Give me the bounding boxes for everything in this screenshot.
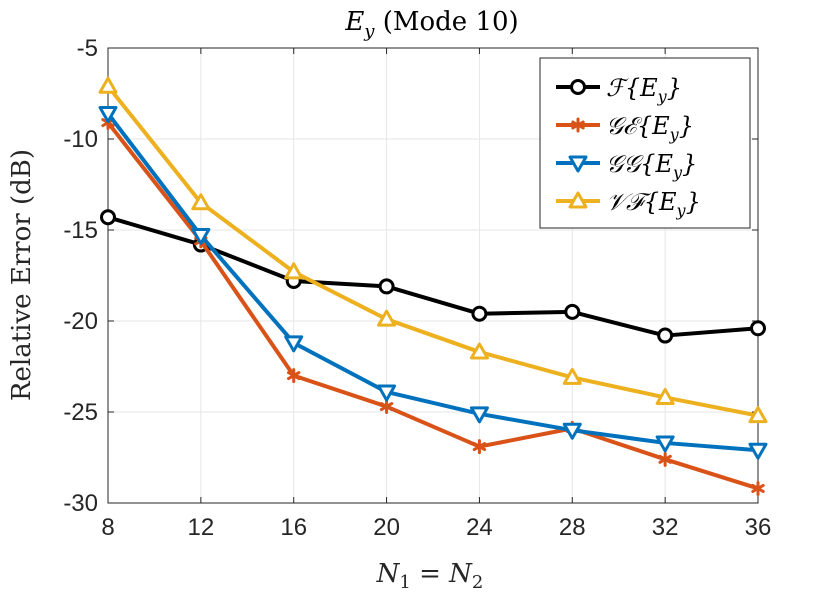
legend-entry: 𝒢𝒢{Ey} <box>556 150 697 182</box>
data-point <box>472 439 487 455</box>
legend-label: 𝒢𝒢{Ey} <box>606 150 697 182</box>
data-point <box>469 406 489 424</box>
data-point <box>191 193 211 211</box>
data-point <box>377 309 397 327</box>
y-tick-label: -15 <box>63 217 98 244</box>
legend-label: 𝒱ℱ{Ey} <box>606 188 701 220</box>
y-tick-label: -5 <box>77 35 98 62</box>
data-point <box>98 76 118 94</box>
xlabel-eq: = <box>411 559 449 589</box>
data-point <box>655 435 675 453</box>
xlabel-a: N <box>376 559 401 589</box>
title-main: E <box>344 7 364 37</box>
y-tick-label: -10 <box>63 126 98 153</box>
legend-marker <box>568 155 588 173</box>
data-point <box>750 320 766 337</box>
legend-label: 𝒢ℰ{Ey} <box>606 112 694 144</box>
x-tick-label: 28 <box>559 514 586 541</box>
chart-title: Ey (Mode 10) <box>344 7 518 42</box>
legend: ℱ{Ey} 𝒢ℰ{Ey} 𝒢𝒢{Ey} 𝒱ℱ{Ey} <box>539 57 751 229</box>
y-tick-label: -20 <box>63 308 98 335</box>
plot-frame <box>107 47 759 504</box>
data-point <box>287 368 301 384</box>
legend-marker <box>571 117 585 133</box>
y-axis-label: Relative Error (dB) <box>7 149 37 401</box>
data-point <box>655 387 675 405</box>
data-point <box>562 422 582 440</box>
data-point <box>564 303 581 320</box>
x-tick-label: 8 <box>101 514 114 541</box>
x-tick-label: 24 <box>466 514 493 541</box>
series-line <box>106 84 759 418</box>
data-point <box>379 399 394 415</box>
xlabel-b: N <box>448 559 473 589</box>
legend-entry: 𝒱ℱ{Ey} <box>556 188 701 220</box>
xlabel-a-sub: 1 <box>399 572 410 593</box>
legend-entry: ℱ{Ey} <box>556 74 682 106</box>
data-point <box>751 480 765 496</box>
x-axis-label: N1 = N2 <box>376 559 484 593</box>
legend-marker <box>570 79 586 95</box>
data-point <box>657 327 674 344</box>
data-point <box>284 262 304 280</box>
y-axis: -5 -10 -15 -20 -25 -30 <box>63 35 758 517</box>
data-point <box>284 335 304 353</box>
x-axis: 8 12 16 20 24 28 32 36 <box>101 48 771 541</box>
data-point <box>98 106 118 124</box>
data-point <box>100 209 116 226</box>
series-3 <box>98 76 768 424</box>
data-point <box>748 406 768 424</box>
title-sub: y <box>363 21 375 42</box>
legend-label: ℱ{Ey} <box>606 74 682 106</box>
data-point <box>748 442 768 460</box>
series-2 <box>98 106 768 460</box>
title-rest: (Mode 10) <box>374 7 518 37</box>
y-tick-label: -30 <box>63 490 98 517</box>
legend-entry: 𝒢ℰ{Ey} <box>556 112 694 144</box>
legend-marker <box>568 191 588 209</box>
x-tick-label: 36 <box>745 514 772 541</box>
series-line <box>106 121 759 491</box>
series-line <box>106 112 759 453</box>
y-tick-label: -25 <box>63 399 98 426</box>
data-point <box>469 342 489 360</box>
data-point <box>377 384 397 402</box>
data-point <box>378 278 395 295</box>
x-tick-label: 32 <box>652 514 679 541</box>
series-group <box>98 76 768 496</box>
x-tick-label: 20 <box>373 514 400 541</box>
data-point <box>562 367 582 385</box>
data-point <box>471 305 488 322</box>
x-tick-label: 12 <box>188 514 215 541</box>
x-tick-label: 16 <box>280 514 307 541</box>
data-point <box>658 451 672 467</box>
data-point <box>191 227 211 245</box>
xlabel-b-sub: 2 <box>472 572 483 593</box>
